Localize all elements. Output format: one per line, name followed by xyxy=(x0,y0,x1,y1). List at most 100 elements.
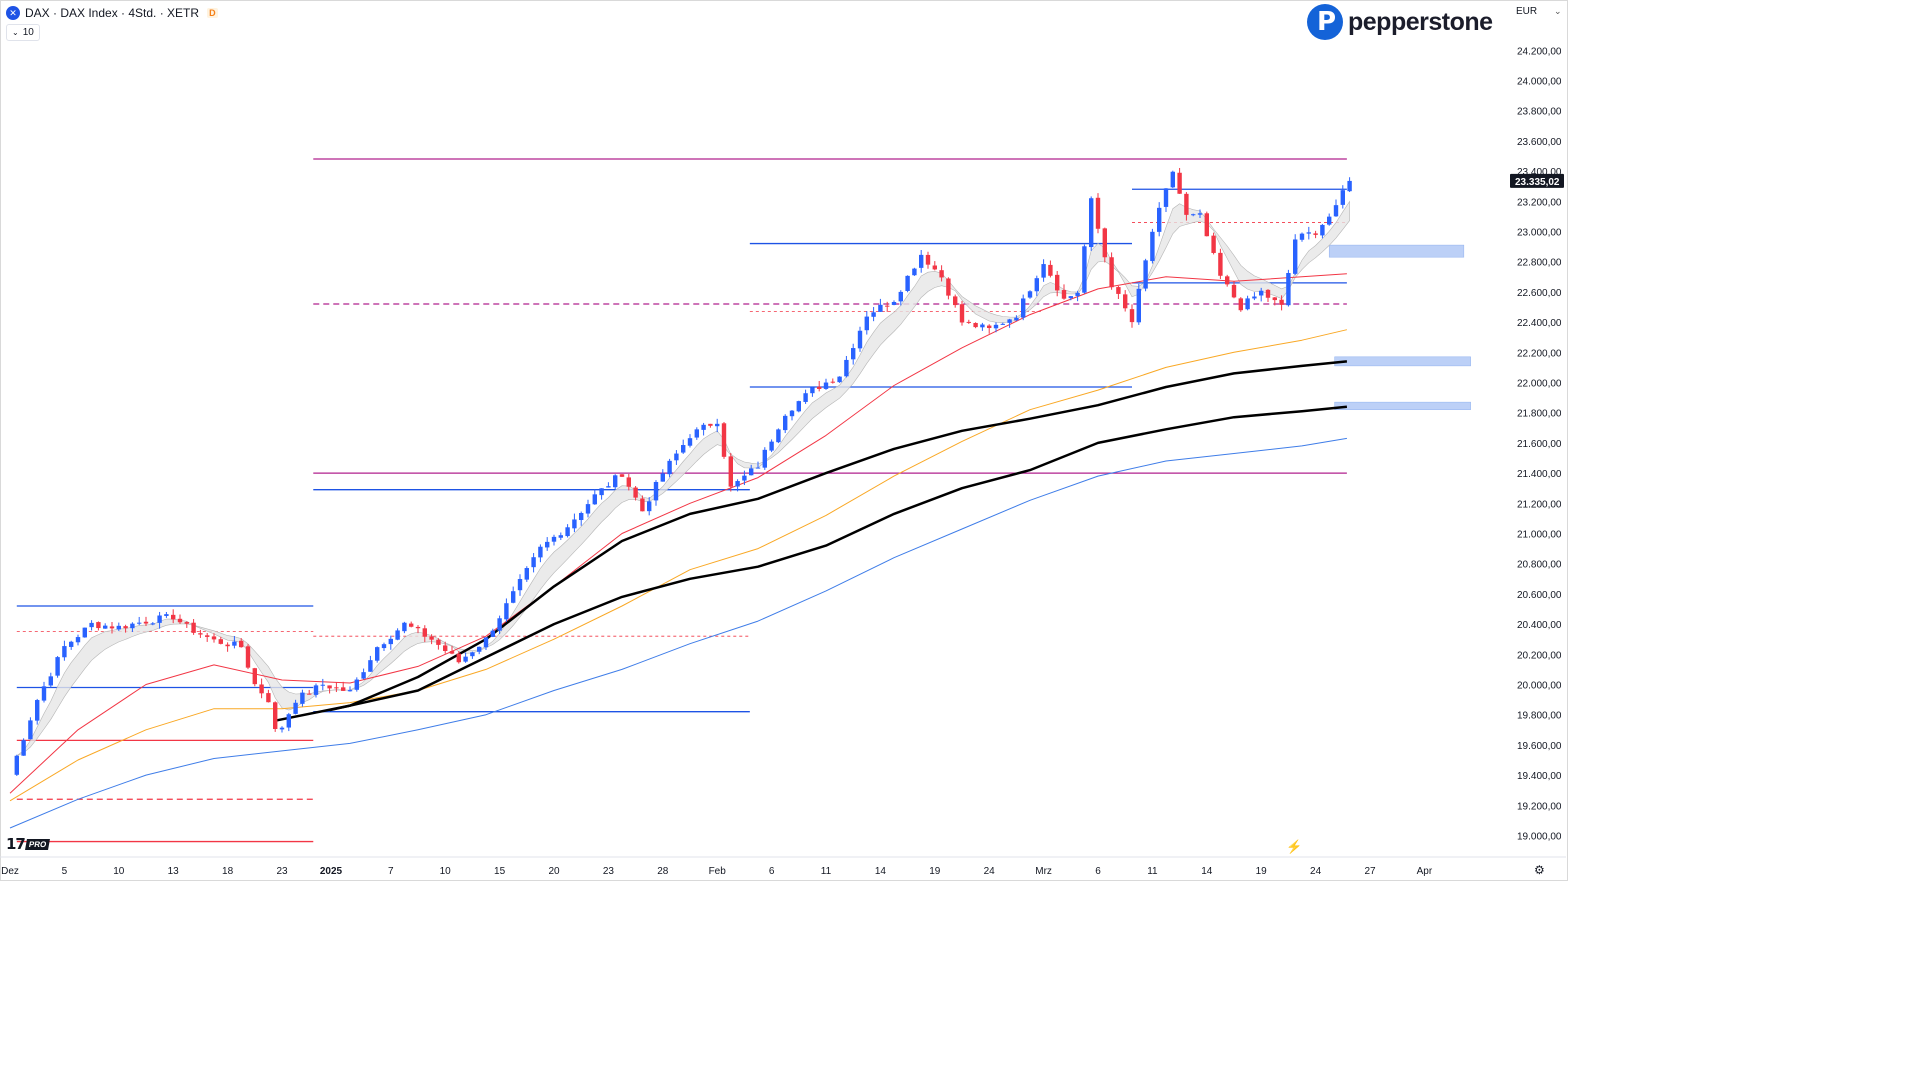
candle xyxy=(1102,227,1107,263)
price-tick-label: 20.400,00 xyxy=(1517,620,1562,631)
candle-body xyxy=(218,639,223,644)
candle xyxy=(123,624,128,633)
candle xyxy=(456,651,461,664)
candle-body xyxy=(69,641,74,647)
data-badge[interactable]: D xyxy=(207,8,218,18)
candle xyxy=(28,717,33,740)
candle xyxy=(1027,290,1033,299)
candle xyxy=(259,678,264,699)
candle xyxy=(755,461,761,469)
candle xyxy=(919,249,924,273)
candle-body xyxy=(300,692,305,704)
price-tick-label: 20.800,00 xyxy=(1517,560,1562,571)
candle-body xyxy=(551,536,557,542)
lightning-icon[interactable]: ⚡ xyxy=(1286,839,1303,854)
price-tick-label: 22.000,00 xyxy=(1517,379,1562,390)
candle-body xyxy=(354,679,359,690)
candle-body xyxy=(327,685,332,689)
candle-body xyxy=(919,254,924,268)
candle xyxy=(837,376,842,383)
candle xyxy=(1095,193,1101,234)
candle-body xyxy=(735,481,740,487)
candle-body xyxy=(1191,214,1196,216)
chevron-down-icon[interactable]: ⌄ xyxy=(1554,6,1562,16)
candle xyxy=(613,474,618,489)
candle xyxy=(558,532,563,541)
candle-body xyxy=(1163,188,1169,207)
candle-body xyxy=(993,324,999,329)
indicator-ema-200 xyxy=(329,405,1348,712)
interval-dropdown[interactable]: ⌄ 10 xyxy=(6,24,40,41)
candle-body xyxy=(341,687,346,691)
symbol-legend[interactable]: ✕ DAX · DAX Index · 4Std. · XETR D xyxy=(6,4,218,22)
candle-body xyxy=(130,623,135,629)
candle xyxy=(1116,285,1121,299)
zone-0 xyxy=(1328,244,1465,258)
candle-body xyxy=(137,622,142,624)
candle-body xyxy=(171,614,176,620)
candle-body xyxy=(109,626,115,629)
candle-body xyxy=(959,304,965,323)
candle xyxy=(891,300,897,306)
candle xyxy=(205,632,210,642)
candle-body xyxy=(456,653,461,663)
candle-body xyxy=(388,638,393,645)
candle-body xyxy=(762,449,767,468)
candle-body xyxy=(721,423,727,457)
candle xyxy=(1184,192,1189,221)
candle-body xyxy=(558,535,563,538)
time-tick-label: 10 xyxy=(440,866,452,877)
time-tick-label: 10 xyxy=(113,866,125,877)
price-tick-label: 19.200,00 xyxy=(1517,801,1562,812)
time-tick-label: Mrz xyxy=(1035,866,1052,877)
candle xyxy=(517,574,523,596)
candle-body xyxy=(891,301,897,305)
candle-body xyxy=(1041,264,1046,278)
candle xyxy=(987,324,992,334)
gear-icon[interactable]: ⚙ xyxy=(1534,863,1545,877)
candle xyxy=(1204,211,1209,237)
price-tick-label: 23.800,00 xyxy=(1517,107,1562,118)
time-tick-label: 27 xyxy=(1364,866,1376,877)
candle-body xyxy=(1313,233,1318,235)
candle xyxy=(273,701,278,732)
zones-layer xyxy=(1328,244,1471,410)
price-tick-label: 22.800,00 xyxy=(1517,258,1562,269)
candle xyxy=(1061,284,1067,300)
candle xyxy=(694,427,699,440)
candle xyxy=(667,458,672,478)
candle-body xyxy=(755,467,761,469)
price-chart[interactable]: 19.000,00 19.200,00 19.400,00 19.600,00 19.8… xyxy=(0,0,1568,881)
candle xyxy=(885,301,890,312)
price-tick-label: 22.200,00 xyxy=(1517,348,1562,359)
candle-body xyxy=(1245,298,1250,310)
candle xyxy=(626,473,631,491)
candle xyxy=(82,627,87,638)
candle xyxy=(817,380,822,392)
candle-body xyxy=(1095,197,1101,229)
candle-body xyxy=(483,637,489,648)
time-tick-label: 14 xyxy=(875,866,887,877)
candle xyxy=(653,480,659,506)
candle xyxy=(776,428,781,444)
candle-body xyxy=(619,474,625,477)
candle xyxy=(708,423,713,428)
currency-label[interactable]: EUR xyxy=(1516,6,1538,17)
candle-body xyxy=(939,270,944,278)
candle xyxy=(551,534,557,546)
time-tick-label: 18 xyxy=(222,866,234,877)
indicator-ema-50 xyxy=(9,329,1348,802)
candle-body xyxy=(640,498,645,512)
candle xyxy=(504,598,509,622)
candle-body xyxy=(980,324,985,328)
candle xyxy=(932,261,937,271)
candle-body xyxy=(490,630,495,637)
candle-body xyxy=(1211,235,1216,253)
time-tick-label: 24 xyxy=(984,866,996,877)
ema-cloud xyxy=(16,200,1350,757)
zone-2 xyxy=(1334,401,1471,410)
candle xyxy=(572,513,577,533)
candle-body xyxy=(1231,284,1237,298)
candle xyxy=(1197,209,1203,218)
candle xyxy=(579,511,584,526)
